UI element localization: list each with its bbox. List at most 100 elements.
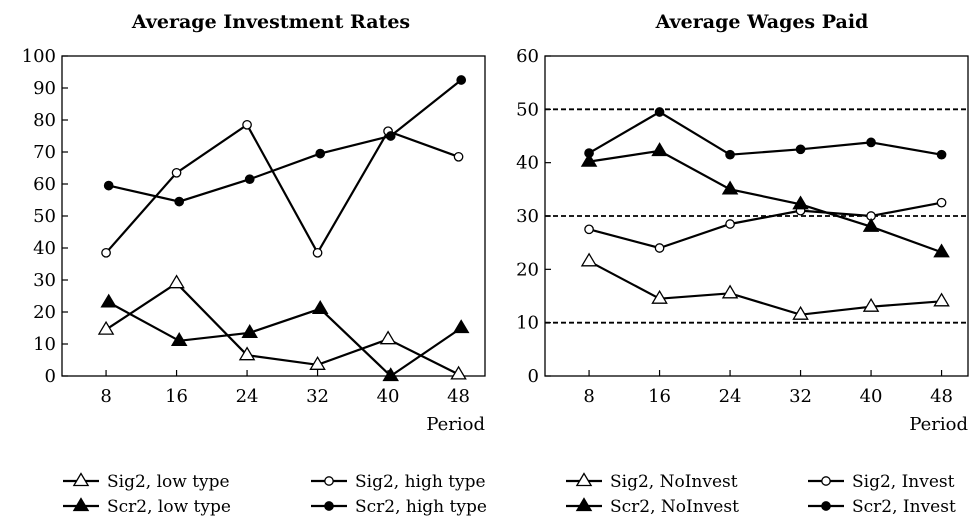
series-3	[100, 293, 470, 382]
chart-title: Average Wages Paid	[655, 11, 869, 33]
data-point	[309, 356, 326, 370]
chart-panel-2: Average Wages Paid 0 10 20 30 40 50 60 8 16 24 32 40…	[516, 11, 969, 517]
data-point	[584, 224, 594, 235]
legend-entry: Scr2, low type	[63, 497, 231, 517]
legend-entry: Sig2, high type	[311, 472, 486, 492]
data-point	[792, 305, 809, 320]
data-point	[862, 217, 880, 232]
x-tick-label: 16	[165, 386, 188, 407]
legend-entry: Scr2, high type	[311, 497, 487, 517]
legend-entry: Scr2, Invest	[808, 497, 956, 517]
series-line	[588, 260, 942, 316]
data-point	[654, 243, 665, 253]
y-tick-label: 50	[33, 206, 56, 227]
x-tick-label: 48	[930, 386, 953, 407]
data-point	[242, 119, 252, 130]
series-line	[108, 301, 462, 378]
series-1	[97, 274, 467, 380]
data-point	[453, 151, 464, 162]
x-tick-label: 8	[583, 386, 594, 407]
data-point	[311, 300, 329, 314]
series-line	[588, 110, 942, 156]
series-3	[580, 142, 950, 258]
series-4	[584, 107, 947, 160]
legend: Sig2, NoInvest Sig2, Invest Scr2, NoInvest…	[566, 472, 956, 517]
data-point	[862, 297, 880, 312]
data-point	[651, 142, 668, 157]
legend-label: Sig2, NoInvest	[610, 472, 738, 492]
data-point	[452, 319, 470, 334]
data-point	[654, 107, 665, 117]
legend-marker	[72, 472, 90, 487]
data-point	[725, 149, 735, 160]
x-tick-label: 24	[719, 386, 742, 407]
series-line	[108, 79, 462, 203]
data-point	[315, 148, 326, 159]
x-axis-label: Period	[426, 414, 485, 435]
y-tick-label: 30	[33, 270, 56, 291]
data-point	[721, 284, 739, 299]
data-point	[103, 180, 114, 191]
legend-marker	[821, 501, 831, 511]
y-tick-label: 90	[33, 78, 56, 99]
data-point	[933, 292, 950, 307]
data-point	[456, 75, 467, 85]
data-point	[97, 320, 115, 335]
data-point	[580, 252, 598, 267]
data-point	[936, 197, 947, 208]
legend-entry: Sig2, NoInvest	[566, 472, 738, 492]
data-point	[101, 247, 111, 258]
legend-marker	[575, 472, 593, 487]
data-point	[238, 346, 256, 361]
y-tick-label: 60	[516, 46, 539, 67]
y-tick-label: 20	[516, 259, 539, 280]
y-tick-label: 10	[33, 334, 56, 355]
y-tick-label: 80	[33, 110, 56, 131]
data-point	[795, 144, 806, 155]
data-point	[792, 195, 809, 210]
legend-label: Sig2, high type	[355, 472, 486, 492]
data-point	[651, 289, 668, 304]
x-tick-label: 40	[377, 386, 400, 407]
y-tick-label: 40	[33, 238, 56, 259]
data-point	[379, 330, 397, 345]
series-2	[101, 119, 464, 258]
x-tick-label: 48	[447, 386, 470, 407]
legend-label: Scr2, high type	[355, 497, 487, 517]
data-point	[174, 196, 185, 207]
y-tick-label: 40	[516, 153, 539, 174]
data-point	[580, 152, 598, 167]
chart-title: Average Investment Rates	[131, 11, 410, 33]
legend-label: Scr2, NoInvest	[610, 497, 739, 517]
data-point	[168, 274, 185, 289]
legend-entry: Sig2, Invest	[808, 472, 955, 492]
data-point	[866, 137, 876, 148]
y-tick-label: 70	[33, 142, 56, 163]
legend-marker	[821, 476, 831, 486]
legend-marker	[324, 476, 334, 486]
x-axis-label: Period	[909, 414, 968, 435]
legend-marker	[575, 497, 593, 512]
series-2	[584, 197, 947, 253]
x-tick-label: 24	[236, 386, 259, 407]
data-point	[385, 131, 396, 141]
y-tick-label: 60	[33, 174, 56, 195]
data-point	[721, 180, 739, 195]
legend-marker	[72, 497, 90, 512]
x-tick-label: 32	[306, 386, 329, 407]
y-tick-label: 50	[516, 99, 539, 120]
x-tick-label: 32	[789, 386, 812, 407]
y-tick-label: 30	[516, 206, 539, 227]
y-tick-label: 0	[528, 366, 539, 387]
plot-area-frame	[61, 55, 486, 377]
chart-panel-1: Average Investment Rates 0 10 20 30 40 50 60 70 8…	[22, 11, 487, 517]
legend-label: Scr2, low type	[107, 497, 231, 517]
x-tick-label: 16	[648, 386, 671, 407]
y-tick-label: 0	[45, 366, 56, 387]
data-point	[382, 367, 399, 382]
x-tick-label: 8	[100, 386, 111, 407]
y-tick-label: 100	[22, 46, 56, 67]
legend-label: Scr2, Invest	[852, 497, 956, 517]
data-point	[584, 148, 594, 158]
data-point	[100, 293, 117, 308]
